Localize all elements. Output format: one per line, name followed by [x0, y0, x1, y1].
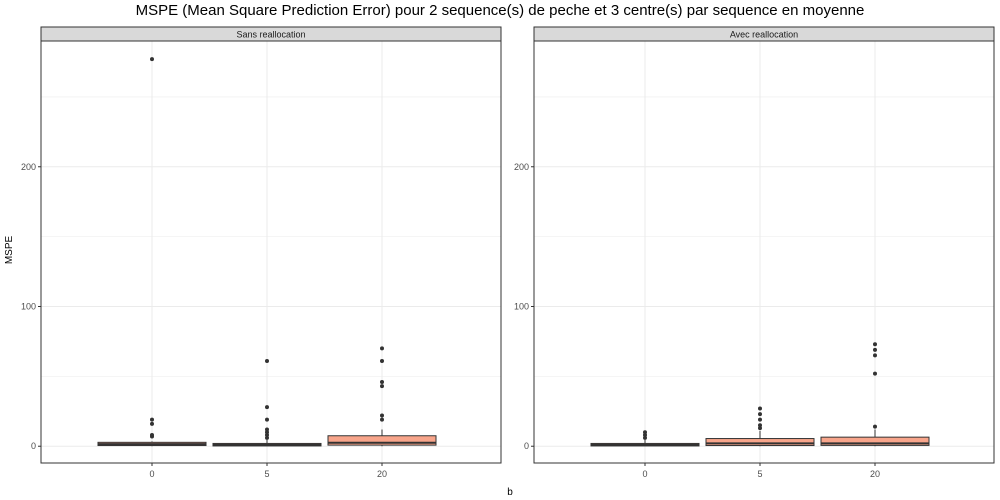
y-tick-label: 200 — [514, 162, 529, 172]
panel-background — [41, 41, 501, 463]
outlier-point — [265, 417, 269, 422]
chart-title: MSPE (Mean Square Prediction Error) pour… — [135, 2, 865, 19]
outlier-point — [873, 371, 877, 376]
outlier-point — [380, 346, 384, 351]
x-axis-title: b — [507, 487, 513, 498]
outlier-point — [380, 379, 384, 384]
box — [705, 438, 815, 447]
x-tick-label: 0 — [642, 469, 647, 479]
outlier-point — [150, 433, 154, 438]
outlier-point — [758, 417, 762, 422]
y-axis-title: MSPE — [4, 236, 15, 265]
facet-strip — [533, 26, 995, 42]
facet-label: Sans reallocation — [236, 30, 305, 40]
outlier-point — [265, 433, 269, 438]
outlier-point — [150, 417, 154, 422]
outlier-point — [265, 405, 269, 410]
outlier-point — [265, 430, 269, 435]
y-tick-label: 200 — [21, 162, 36, 172]
outlier-point — [873, 347, 877, 352]
facet-strip — [40, 26, 502, 42]
x-tick-label: 5 — [757, 469, 762, 479]
x-tick-label: 5 — [264, 469, 269, 479]
outlier-point — [873, 353, 877, 358]
outlier-point — [758, 423, 762, 428]
outlier-point — [643, 435, 647, 440]
outlier-point — [380, 413, 384, 418]
box — [820, 436, 930, 446]
outlier-point — [873, 424, 877, 429]
outlier-point — [150, 57, 154, 62]
box — [327, 435, 437, 446]
outlier-point — [380, 358, 384, 363]
y-tick-label: 100 — [514, 301, 529, 311]
outlier-point — [150, 421, 154, 426]
y-tick-label: 0 — [524, 441, 529, 451]
outlier-point — [380, 384, 384, 389]
outlier-point — [758, 426, 762, 431]
outlier-point — [265, 427, 269, 432]
outlier-point — [265, 435, 269, 440]
panel-background — [534, 41, 994, 463]
outlier-point — [380, 417, 384, 422]
outlier-point — [873, 342, 877, 347]
facet-label: Avec reallocation — [730, 30, 798, 40]
outlier-point — [758, 412, 762, 417]
x-tick-label: 20 — [870, 469, 880, 479]
outlier-point — [643, 430, 647, 435]
outlier-point — [758, 406, 762, 411]
y-tick-label: 0 — [31, 441, 36, 451]
x-tick-label: 20 — [377, 469, 387, 479]
x-tick-label: 0 — [149, 469, 154, 479]
outlier-point — [265, 358, 269, 363]
outlier-point — [643, 433, 647, 438]
y-tick-label: 100 — [21, 301, 36, 311]
